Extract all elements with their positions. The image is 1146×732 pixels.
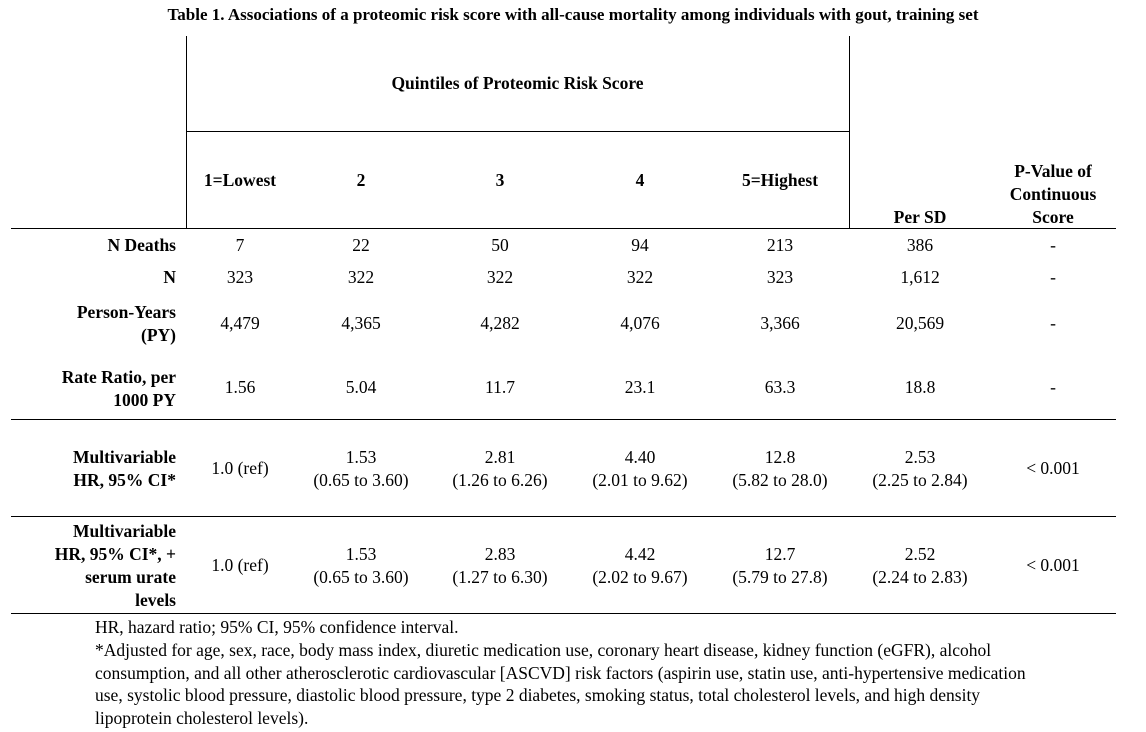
cell-hr-q2: 1.53 (0.65 to 3.60) <box>313 447 409 490</box>
row-label-person-years: Person-Years (PY) <box>76 302 176 345</box>
cell-deaths-q1: 7 <box>235 235 245 255</box>
cell-rate-q4: 23.1 <box>624 377 656 397</box>
cell-n-q3: 322 <box>486 267 514 287</box>
rule-before-hr <box>11 419 1116 420</box>
table-title: Table 1. Associations of a proteomic ris… <box>167 5 979 24</box>
cell-rate-q1: 1.56 <box>224 377 256 397</box>
footnote-abbreviations: HR, hazard ratio; 95% CI, 95% confidence… <box>95 617 459 637</box>
cell-n-q4: 322 <box>626 267 654 287</box>
cell-py-persd: 20,569 <box>895 313 945 333</box>
row-label-hr-urate: Multivariable HR, 95% CI*, + serum urate… <box>54 521 176 610</box>
cell-hr-urate-q5: 12.7 (5.79 to 27.8) <box>732 544 828 587</box>
cell-deaths-q2: 22 <box>352 235 370 255</box>
cell-rate-q2: 5.04 <box>345 377 377 397</box>
cell-py-p: - <box>1050 313 1056 333</box>
cell-hr-urate-q3: 2.83 (1.27 to 6.30) <box>452 544 548 587</box>
col-header-q2: 2 <box>356 170 366 190</box>
col-header-q3: 3 <box>495 170 505 190</box>
cell-hr-urate-q2: 1.53 (0.65 to 3.60) <box>313 544 409 587</box>
cell-n-p: - <box>1050 267 1056 287</box>
cell-rate-persd: 18.8 <box>904 377 936 397</box>
cell-hr-q5: 12.8 (5.82 to 28.0) <box>732 447 828 490</box>
col-header-pvalue: P-Value of Continuous Score <box>1009 161 1097 227</box>
cell-hr-persd: 2.53 (2.25 to 2.84) <box>872 447 968 490</box>
cell-rate-q5: 63.3 <box>764 377 796 397</box>
cell-hr-urate-q4: 4.42 (2.02 to 9.67) <box>592 544 688 587</box>
cell-py-q1: 4,479 <box>220 313 260 333</box>
cell-hr-q3: 2.81 (1.26 to 6.26) <box>452 447 548 490</box>
cell-py-q3: 4,282 <box>480 313 520 333</box>
cell-rate-p: - <box>1050 377 1056 397</box>
rule-between-hr <box>11 516 1116 517</box>
row-label-rate-ratio: Rate Ratio, per 1000 PY <box>61 367 176 410</box>
rule-table-bottom <box>11 613 1116 614</box>
cell-hr-urate-persd: 2.52 (2.24 to 2.83) <box>872 544 968 587</box>
cell-n-q1: 323 <box>226 267 254 287</box>
cell-deaths-persd: 386 <box>906 235 934 255</box>
rule-header-bottom <box>11 228 1116 229</box>
row-label-n: N <box>163 267 176 287</box>
cell-py-q2: 4,365 <box>341 313 381 333</box>
cell-deaths-q3: 50 <box>491 235 509 255</box>
cell-py-q4: 4,076 <box>620 313 660 333</box>
rule-right-of-quintiles <box>849 36 850 229</box>
cell-n-q2: 322 <box>347 267 375 287</box>
rule-left-of-quintiles <box>186 36 187 229</box>
row-label-hr: Multivariable HR, 95% CI* <box>72 447 176 490</box>
cell-hr-urate-p: < 0.001 <box>1026 555 1080 575</box>
rule-under-group-label <box>186 131 849 132</box>
cell-hr-q1: 1.0 (ref) <box>211 458 269 478</box>
cell-n-persd: 1,612 <box>900 267 940 287</box>
col-header-per-sd: Per SD <box>893 207 947 227</box>
cell-py-q5: 3,366 <box>760 313 800 333</box>
col-header-q1: 1=Lowest <box>203 170 277 190</box>
cell-deaths-q4: 94 <box>631 235 649 255</box>
footnote-adjustment: *Adjusted for age, sex, race, body mass … <box>95 640 1026 728</box>
cell-hr-p: < 0.001 <box>1026 458 1080 478</box>
cell-n-q5: 323 <box>766 267 794 287</box>
cell-deaths-q5: 213 <box>766 235 794 255</box>
col-header-q4: 4 <box>635 170 645 190</box>
cell-hr-q4: 4.40 (2.01 to 9.62) <box>592 447 688 490</box>
cell-hr-urate-q1: 1.0 (ref) <box>211 555 269 575</box>
col-header-q5: 5=Highest <box>741 170 819 190</box>
cell-rate-q3: 11.7 <box>485 377 515 397</box>
row-label-deaths: N Deaths <box>107 235 176 255</box>
cell-deaths-p: - <box>1050 235 1056 255</box>
quintiles-group-header: Quintiles of Proteomic Risk Score <box>391 73 644 93</box>
